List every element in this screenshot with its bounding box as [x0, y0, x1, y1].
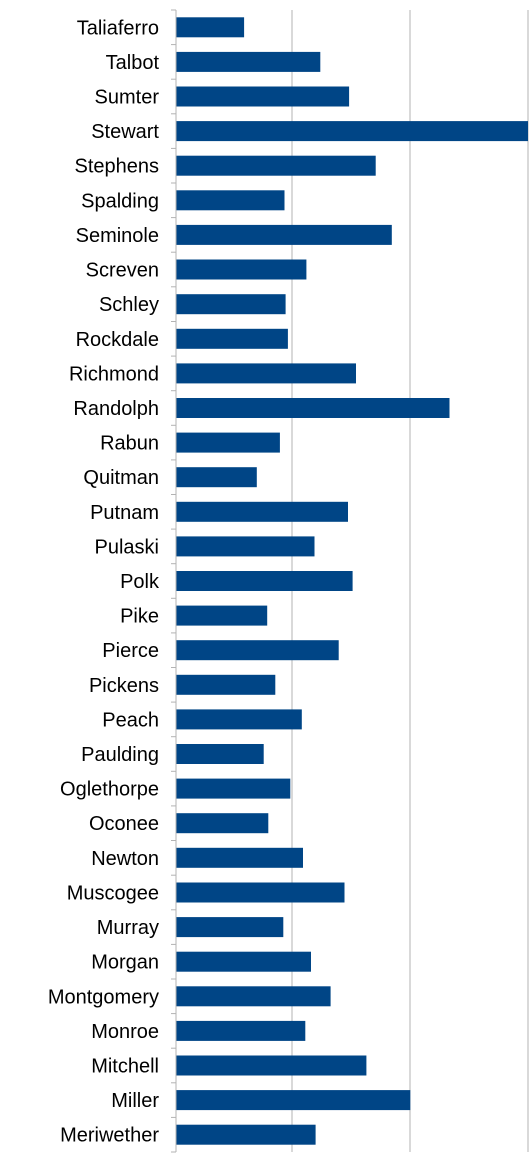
- category-label: Spalding: [81, 190, 159, 212]
- bar-newton: [176, 847, 303, 868]
- category-label: Stephens: [74, 156, 159, 178]
- bar-polk: [176, 571, 353, 591]
- bar-meriwether: [176, 1124, 316, 1145]
- category-label: Schley: [99, 294, 159, 316]
- category-label: Taliaferro: [77, 17, 159, 39]
- bar-schley: [176, 294, 286, 315]
- category-label: Talbot: [106, 52, 160, 74]
- category-label: Rockdale: [76, 329, 159, 351]
- category-label: Meriwether: [60, 1125, 159, 1147]
- category-label: Richmond: [69, 363, 159, 385]
- bar-putnam: [176, 501, 348, 522]
- category-label: Newton: [91, 848, 159, 870]
- bar-oglethorpe: [176, 778, 291, 799]
- bar-quitman: [176, 467, 257, 488]
- category-axis: [171, 9, 177, 1153]
- bar-murray: [176, 917, 284, 938]
- category-label: Polk: [120, 571, 160, 593]
- bar-sumter: [176, 86, 350, 107]
- bar-taliaferro: [176, 17, 245, 38]
- category-labels: Taliaferro Talbot Sumter Stewart Stephens Spa…: [48, 17, 160, 1146]
- bar-rockdale: [176, 328, 288, 349]
- category-label: Pierce: [102, 640, 159, 662]
- category-label: Quitman: [83, 467, 159, 489]
- category-label: Muscogee: [67, 883, 159, 905]
- bar-pierce: [176, 640, 339, 661]
- category-label: Pickens: [89, 675, 159, 697]
- bar-paulding: [176, 744, 264, 764]
- bar-screven: [176, 259, 307, 280]
- bar-miller: [176, 1090, 411, 1111]
- bar-pulaski: [176, 536, 315, 557]
- bar-randolph: [176, 398, 450, 418]
- category-label: Morgan: [91, 952, 159, 974]
- category-label: Montgomery: [48, 986, 159, 1008]
- category-label: Monroe: [91, 1021, 159, 1043]
- bar-mitchell: [176, 1055, 367, 1076]
- category-label: Seminole: [76, 225, 159, 247]
- category-label: Paulding: [81, 744, 159, 766]
- category-label: Oconee: [89, 813, 159, 835]
- category-label: Mitchell: [91, 1056, 159, 1078]
- bar-peach: [176, 709, 302, 730]
- category-label: Screven: [86, 260, 159, 282]
- category-label: Sumter: [95, 87, 160, 109]
- category-label: Pike: [120, 606, 159, 628]
- category-label: Murray: [97, 917, 159, 939]
- bar-stephens: [176, 155, 376, 176]
- bar-talbot: [176, 51, 321, 72]
- bar-seminole: [176, 224, 392, 245]
- bar-richmond: [176, 363, 356, 384]
- category-label: Stewart: [91, 121, 159, 143]
- bars: [176, 17, 528, 1145]
- bar-muscogee: [176, 882, 345, 903]
- bar-oconee: [176, 813, 269, 834]
- bar-rabun: [176, 432, 280, 453]
- bar-morgan: [176, 951, 311, 972]
- bar-stewart: [176, 121, 528, 142]
- bar-pike: [176, 605, 268, 626]
- bar-monroe: [176, 1020, 306, 1041]
- category-label: Peach: [102, 709, 159, 731]
- category-label: Miller: [111, 1090, 159, 1112]
- category-label: Randolph: [73, 398, 159, 420]
- bar-spalding: [176, 190, 285, 211]
- bar-montgomery: [176, 986, 331, 1007]
- category-label: Rabun: [100, 433, 159, 455]
- category-label: Oglethorpe: [60, 779, 159, 801]
- category-label: Pulaski: [95, 536, 159, 558]
- category-label: Putnam: [90, 502, 159, 524]
- bar-pickens: [176, 674, 276, 695]
